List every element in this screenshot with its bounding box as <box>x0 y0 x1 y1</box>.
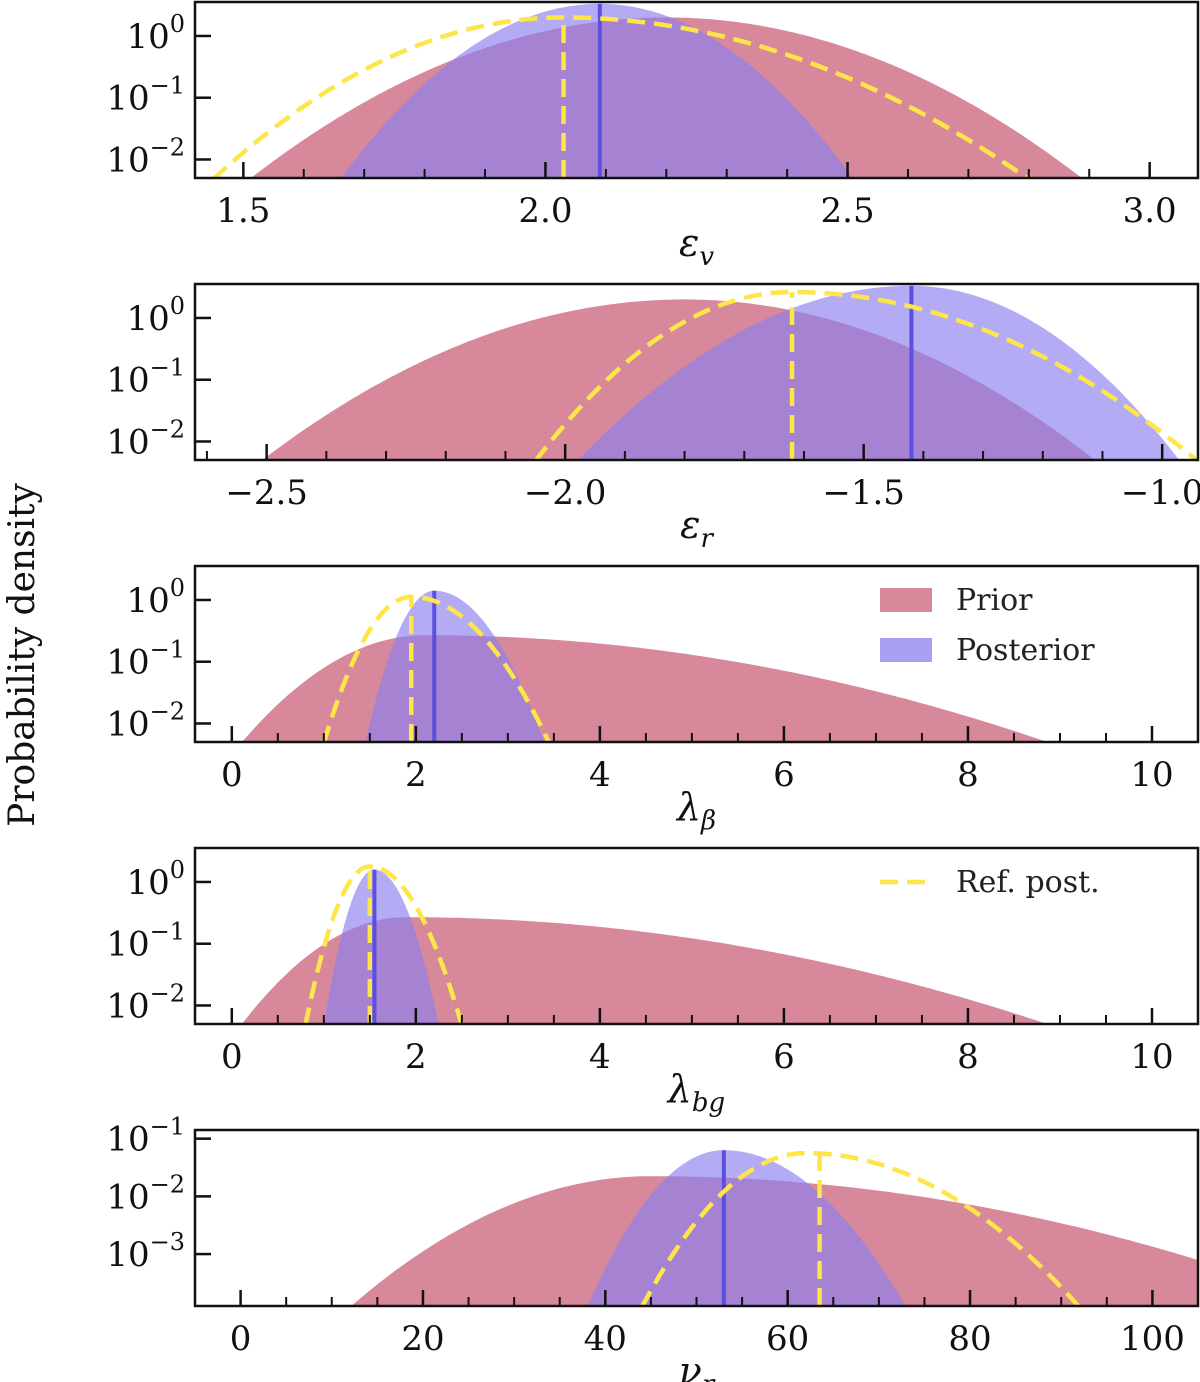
panel-lambda-bg: 100 10−1 10−2 0 2 4 6 8 10 λbg Ref. post. <box>106 846 1200 1118</box>
y-tick-label: 10−1 <box>106 636 185 683</box>
reference-posterior-curve <box>211 15 1031 178</box>
axes-frame <box>193 282 1200 462</box>
axes-frame <box>193 0 1200 180</box>
x-tick-label: 3.0 <box>1123 191 1177 231</box>
x-axis-label: λβ <box>675 785 716 836</box>
x-tick-label: 1.5 <box>216 191 270 231</box>
x-axis-label: νr <box>679 1349 716 1382</box>
x-tick-label: −2.0 <box>524 473 607 513</box>
x-axis-label: εr <box>680 503 714 554</box>
x-tick-label: 0 <box>221 755 243 795</box>
legend-prior-swatch <box>880 588 932 612</box>
x-tick-label: 8 <box>957 755 979 795</box>
panel-epsilon-v: 100 10−1 10−2 1.5 2.0 2.5 3.0 εv <box>106 0 1200 272</box>
x-tick-label: 10 <box>1130 1037 1173 1077</box>
x-tick-label: 8 <box>957 1037 979 1077</box>
legend-prior-label: Prior <box>956 583 1033 618</box>
y-tick-label: 100 <box>126 292 185 339</box>
x-tick-label: 4 <box>589 1037 611 1077</box>
x-tick-label: 2 <box>405 1037 427 1077</box>
x-tick-label: −2.5 <box>225 473 308 513</box>
y-tick-label: 10−3 <box>106 1228 185 1275</box>
panel-nu-r: 10−1 10−2 10−3 0 20 40 60 80 100 νr <box>106 1113 1200 1382</box>
panel-lambda-beta: 100 10−1 10−2 0 2 4 6 8 10 λβ Prior Posterior <box>106 564 1200 836</box>
axes-frame <box>193 846 1200 1026</box>
x-tick-label: 0 <box>230 1319 252 1359</box>
legend-posterior-swatch <box>880 638 932 662</box>
posterior-density-area <box>587 1150 906 1306</box>
reference-posterior-curve <box>303 864 464 1024</box>
x-tick-label: 4 <box>589 755 611 795</box>
x-tick-label: 2.0 <box>518 191 572 231</box>
x-tick-label: 10 <box>1130 755 1173 795</box>
posterior-density-area <box>340 3 853 178</box>
y-tick-label: 10−1 <box>106 354 185 401</box>
x-tick-label: 6 <box>773 755 795 795</box>
y-axis-label: Probability density <box>2 482 43 826</box>
y-tick-label: 10−2 <box>106 979 185 1026</box>
reference-posterior-curve <box>321 594 552 742</box>
y-tick-label: 10−2 <box>106 133 185 180</box>
y-tick-label: 10−1 <box>106 918 185 965</box>
posterior-density-area <box>324 869 439 1024</box>
x-tick-label: 6 <box>773 1037 795 1077</box>
x-axis-label: εv <box>679 221 714 272</box>
y-tick-label: 10−2 <box>106 697 185 744</box>
x-tick-label: −1.0 <box>1121 473 1200 513</box>
x-tick-label: 20 <box>401 1319 444 1359</box>
x-axis-label: λbg <box>666 1067 725 1118</box>
posterior-density-area <box>578 285 1180 460</box>
y-tick-label: 100 <box>126 574 185 621</box>
prior-density-area <box>241 917 1048 1024</box>
legend-reference-label: Ref. post. <box>956 865 1100 900</box>
reference-posterior-curve <box>533 289 1198 460</box>
y-tick-label: 10−2 <box>106 1170 185 1217</box>
x-tick-label: 40 <box>584 1319 627 1359</box>
panel-epsilon-r: 100 10−1 10−2 −2.5 −2.0 −1.5 −1.0 εr <box>106 282 1200 554</box>
x-tick-label: 0 <box>221 1037 243 1077</box>
x-tick-label: 2 <box>405 755 427 795</box>
y-tick-label: 100 <box>126 856 185 903</box>
y-tick-label: 10−2 <box>106 415 185 462</box>
x-tick-label: 60 <box>766 1319 809 1359</box>
y-tick-label: 10−1 <box>106 72 185 119</box>
y-tick-label: 100 <box>126 10 185 57</box>
legend-posterior-label: Posterior <box>956 633 1095 668</box>
x-tick-label: 80 <box>948 1319 991 1359</box>
y-tick-label: 10−1 <box>106 1113 185 1160</box>
x-tick-label: 100 <box>1120 1319 1185 1359</box>
x-tick-label: −1.5 <box>822 473 905 513</box>
x-tick-label: 2.5 <box>821 191 875 231</box>
axes-frame <box>193 564 1200 744</box>
